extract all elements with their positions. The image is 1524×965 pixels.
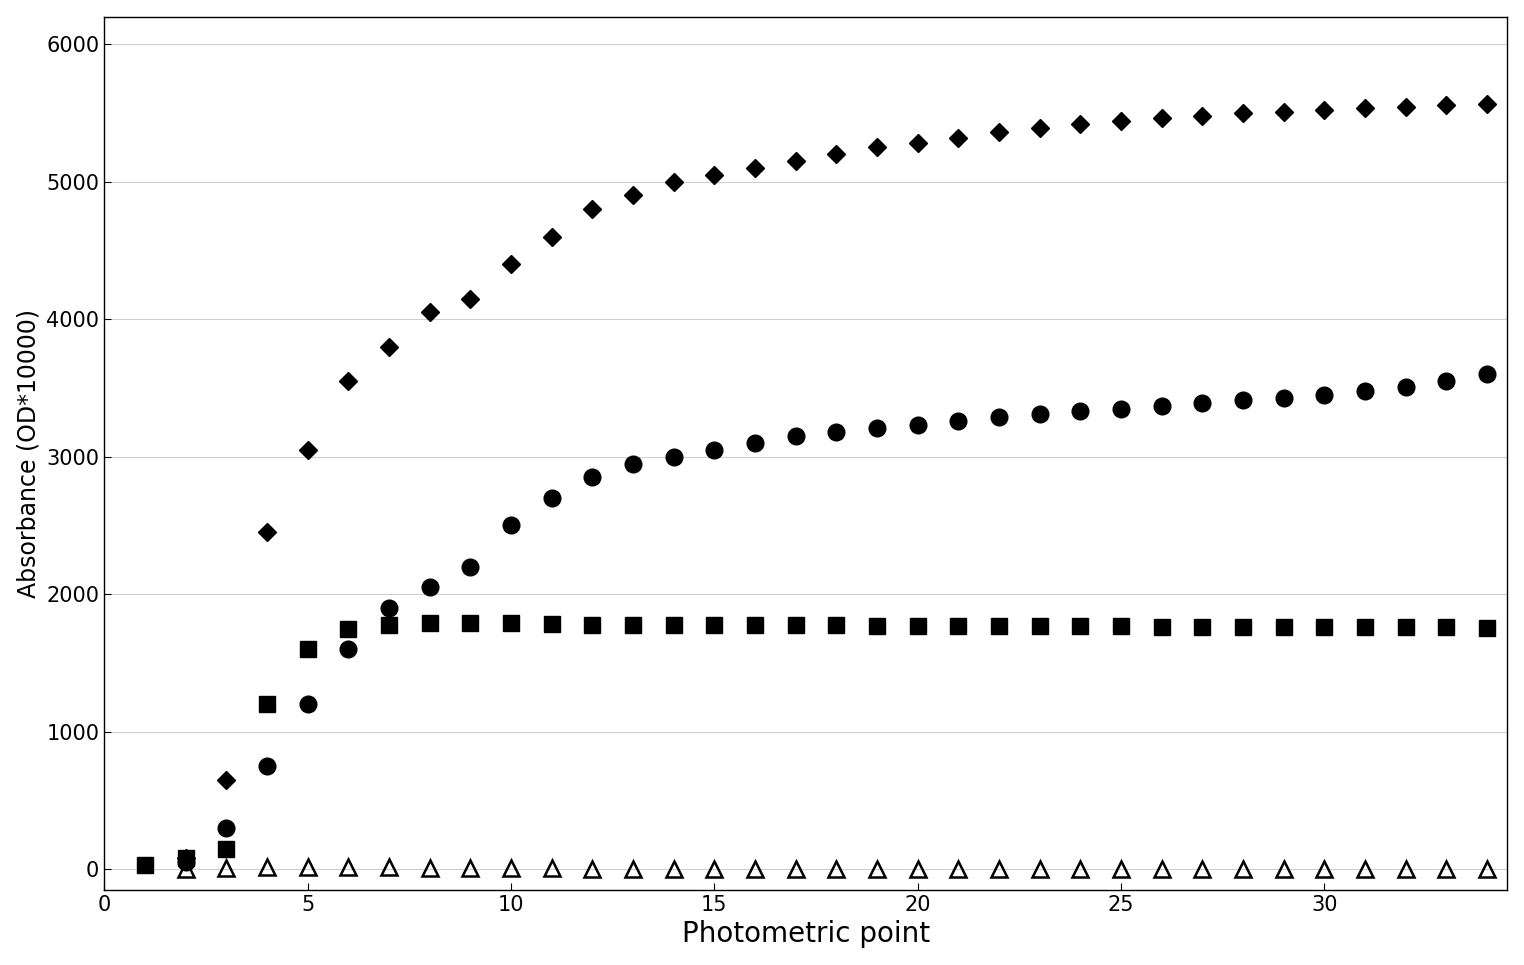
- Y-axis label: Absorbance (OD*10000): Absorbance (OD*10000): [17, 309, 41, 597]
- X-axis label: Photometric point: Photometric point: [681, 921, 930, 949]
